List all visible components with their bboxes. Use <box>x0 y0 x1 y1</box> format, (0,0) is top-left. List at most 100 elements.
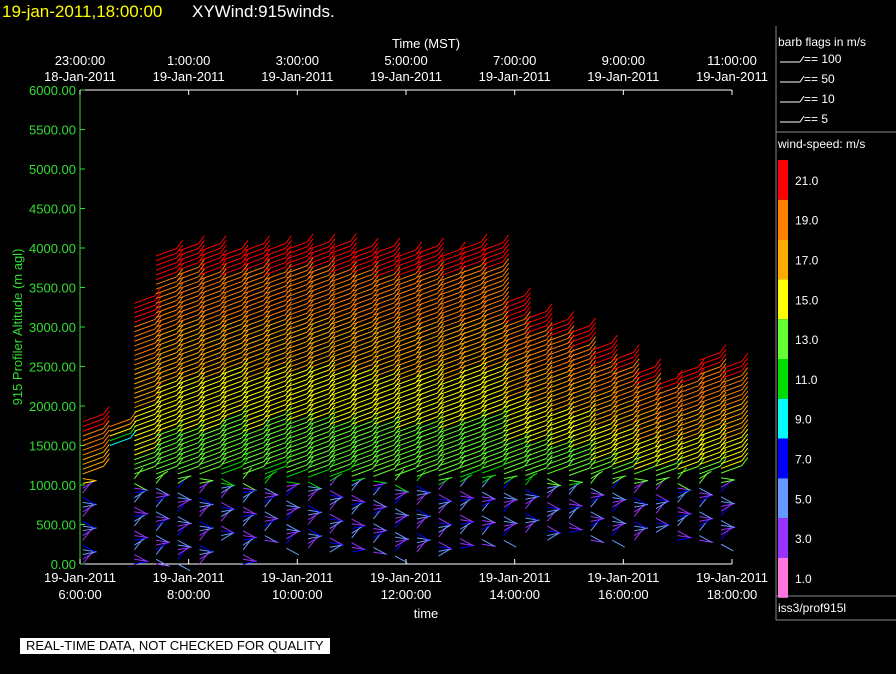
wind-barb <box>264 456 286 465</box>
wind-barb-flag <box>198 344 205 353</box>
wind-barb-flag <box>393 436 401 446</box>
wind-barb <box>155 333 177 342</box>
wind-barb <box>155 295 177 304</box>
wind-barb-flag <box>371 446 379 455</box>
wind-barb <box>199 394 221 404</box>
speed-legend-swatch <box>778 558 788 598</box>
wind-barb <box>438 524 451 533</box>
wind-barb-flag <box>328 247 336 257</box>
wind-barb <box>264 356 286 366</box>
wind-barb-flag <box>176 244 184 254</box>
wind-barb <box>481 522 496 526</box>
wind-barb <box>221 314 243 323</box>
wind-barb <box>568 334 590 344</box>
wind-barb <box>133 467 144 479</box>
wind-barb-flag <box>306 442 314 451</box>
wind-barb-flag <box>437 389 444 398</box>
wind-barb-flag <box>610 415 618 425</box>
wind-barb <box>699 375 721 385</box>
wind-barb-flag <box>306 323 314 333</box>
wind-barb-flag <box>437 327 444 337</box>
wind-barb <box>221 390 243 399</box>
wind-barb <box>286 530 301 535</box>
wind-barb <box>612 418 634 428</box>
wind-barb <box>568 391 590 401</box>
wind-barb <box>720 446 742 455</box>
wind-barb <box>329 326 351 335</box>
wind-barb <box>655 391 677 401</box>
wind-barb <box>264 390 286 399</box>
wind-barb <box>351 269 373 278</box>
wind-barb <box>373 349 395 359</box>
wind-barb <box>351 245 373 254</box>
wind-barb <box>373 311 395 321</box>
wind-barb <box>416 316 438 326</box>
wind-barb-flag <box>350 341 357 351</box>
wind-barb <box>547 508 562 513</box>
wind-barb <box>264 446 286 456</box>
wind-barb <box>547 532 562 537</box>
wind-barb-flag <box>371 422 379 432</box>
wind-barb <box>134 423 156 432</box>
wind-barb-flag <box>393 323 401 332</box>
wind-barb <box>394 363 416 372</box>
wind-barb <box>155 413 177 423</box>
wind-barb-flag <box>502 239 510 248</box>
wind-barb <box>612 432 634 442</box>
wind-barb <box>155 356 177 366</box>
wind-barb <box>308 350 330 360</box>
wind-barb <box>416 463 438 473</box>
wind-barb-flag <box>263 325 271 334</box>
wind-barb <box>177 404 199 413</box>
wind-barb-flag <box>219 401 227 410</box>
wind-barb <box>242 404 264 413</box>
wind-barb-flag <box>371 360 379 370</box>
wind-barb <box>242 513 257 518</box>
wind-barb <box>438 311 460 320</box>
wind-barb <box>503 390 525 399</box>
wind-barb-flag <box>219 453 227 462</box>
wind-barb-flag <box>176 358 184 368</box>
wind-barb-flag <box>697 396 705 406</box>
wind-barb-flag <box>371 450 379 460</box>
wind-barb <box>373 254 395 264</box>
wind-barb-flag <box>154 330 162 339</box>
wind-barb <box>351 373 373 382</box>
wind-barb-flag <box>306 418 314 428</box>
wind-barb <box>438 524 453 529</box>
wind-barb-flag <box>437 398 444 408</box>
wind-barb-flag <box>393 294 401 304</box>
barb-legend-title: barb flags in m/s <box>778 35 867 49</box>
wind-barb <box>416 430 438 439</box>
wind-barb-flag <box>328 342 336 352</box>
wind-barb <box>329 397 351 406</box>
wind-barb <box>568 481 583 486</box>
wind-barb <box>308 412 330 421</box>
wind-barb-flag <box>102 439 110 448</box>
wind-barb <box>547 342 569 352</box>
wind-barb <box>677 482 691 491</box>
wind-barb <box>460 445 482 454</box>
wind-barb-flag <box>502 253 510 263</box>
wind-barb <box>199 480 212 489</box>
wind-barb <box>699 437 721 446</box>
wind-barb <box>329 430 351 439</box>
wind-barb-flag <box>154 292 162 301</box>
wind-barb-flag <box>241 325 249 334</box>
wind-barb <box>155 465 177 475</box>
wind-barb-flag <box>697 458 705 467</box>
wind-barb <box>199 247 221 257</box>
wind-barb <box>134 489 149 494</box>
wind-barb <box>199 266 221 276</box>
wind-barb <box>308 469 330 478</box>
wind-barb <box>655 462 677 472</box>
wind-barb <box>199 366 221 375</box>
wind-barb-flag <box>306 366 314 376</box>
wind-barb <box>155 494 170 499</box>
wind-barb-flag <box>328 271 336 281</box>
wind-barb <box>460 369 482 379</box>
wind-barb-flag <box>263 410 271 420</box>
wind-profile <box>568 317 597 533</box>
wind-barb <box>134 437 156 446</box>
wind-barb <box>481 408 503 417</box>
